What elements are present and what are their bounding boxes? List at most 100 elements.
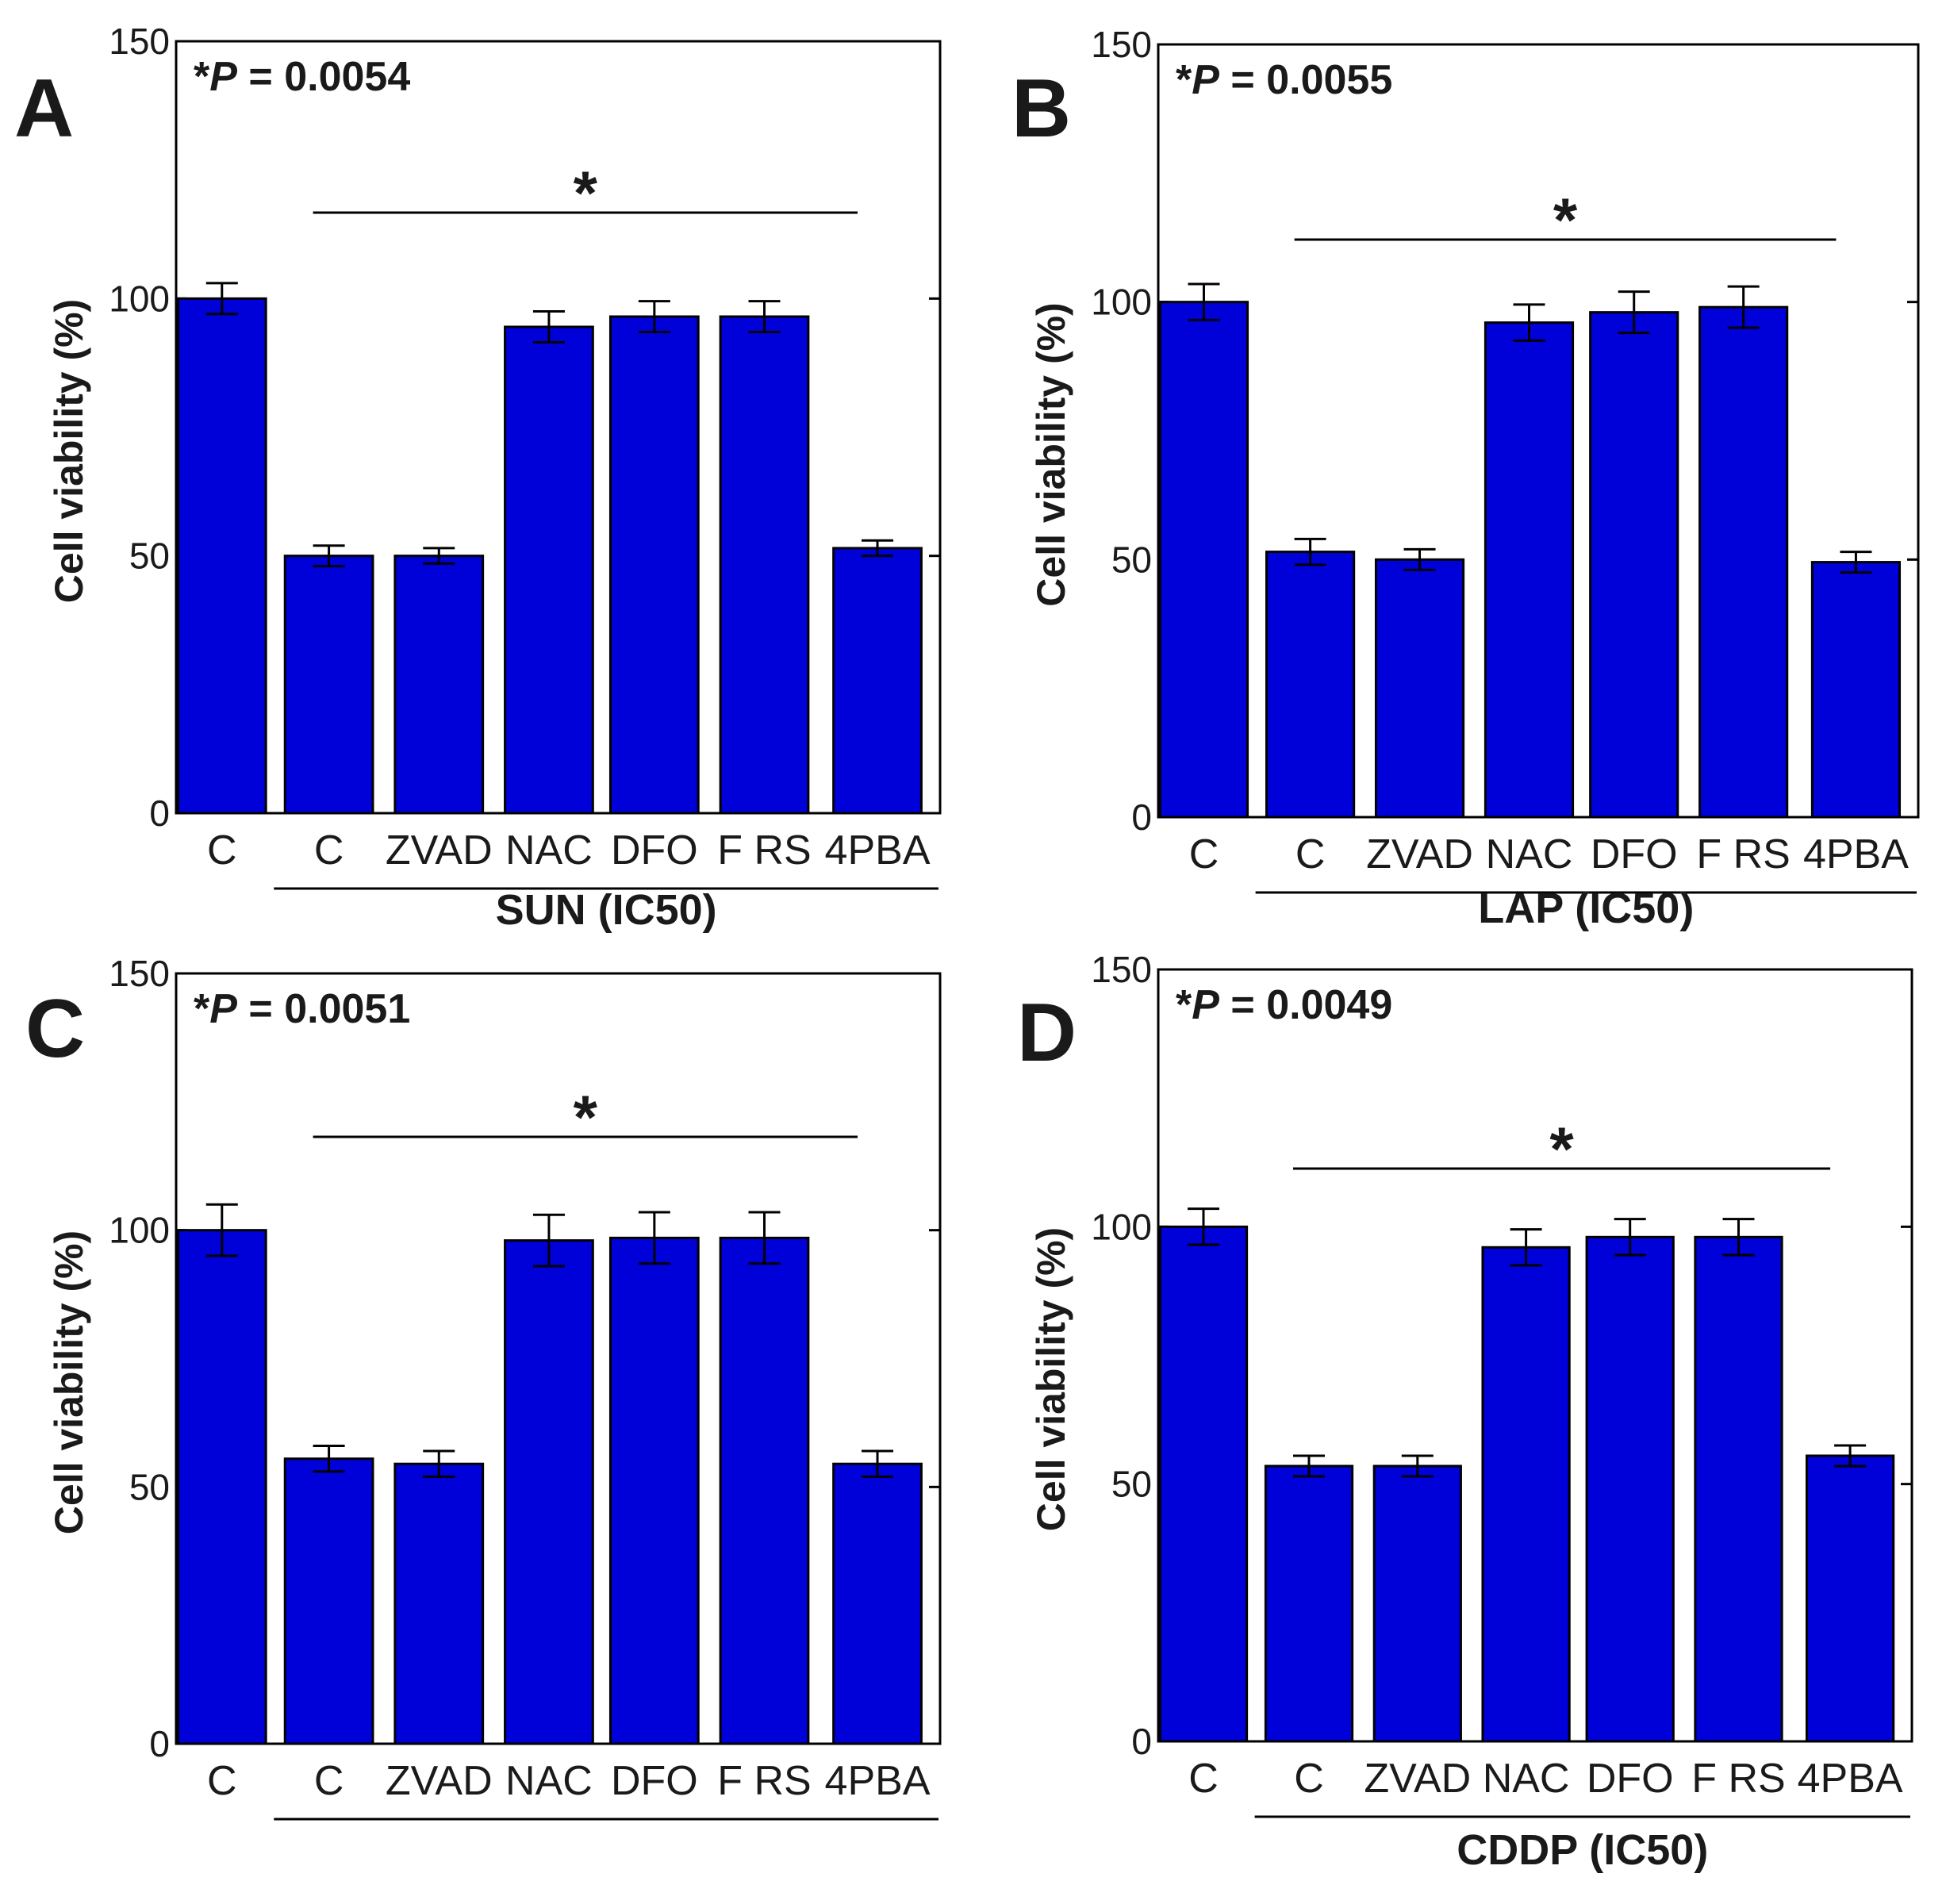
group-label: SUN (IC50) [496,886,717,934]
category-label: DFO [611,1758,698,1804]
significance-star: * [574,158,598,228]
panel-letter: C [25,983,85,1075]
bar [1158,1225,1249,1743]
y-tick-label: 0 [149,793,170,834]
category-label: 4PBA [825,1758,931,1804]
bar [608,1236,700,1745]
y-tick-label: 100 [1091,282,1152,323]
p-value-variable: P [209,54,237,100]
p-value-prefix: * [1176,982,1192,1028]
y-tick-label: 50 [129,1466,170,1507]
y-axis-label: Cell viability (%) [47,1230,91,1534]
y-axis-label: Cell viability (%) [1029,302,1073,606]
p-value-prefix: * [1176,57,1192,103]
significance-star: * [1553,185,1578,255]
group-label: LAP (IC50) [1478,885,1694,932]
category-label: F RS [1696,831,1790,877]
bar [608,315,700,815]
y-tick-label: 50 [129,536,170,577]
bar [176,1229,267,1745]
category-label: F RS [1691,1756,1785,1802]
bar [1698,305,1789,819]
p-value-number: = 0.0051 [237,986,410,1032]
y-tick-label: 100 [109,1210,170,1251]
y-tick-label: 0 [1131,1721,1152,1762]
category-label: NAC [1483,1756,1570,1802]
p-value-number: = 0.0049 [1219,982,1392,1028]
p-value-prefix: * [194,986,210,1032]
p-value-annotation: *P = 0.0049 [1176,982,1392,1028]
p-value-variable: P [209,986,237,1032]
y-axis-label: Cell viability (%) [1029,1227,1073,1531]
bar [1372,1464,1462,1743]
bar [283,1457,374,1745]
category-label: DFO [1591,831,1678,877]
y-tick-label: 150 [109,21,170,62]
bar [393,555,485,815]
panel-letter: A [14,63,74,155]
category-label: C [1294,1756,1324,1802]
bar [283,555,374,815]
category-label: DFO [1587,1756,1674,1802]
bar [1585,1235,1675,1743]
y-tick-label: 150 [109,953,170,994]
bar [1694,1235,1783,1743]
p-value-number: = 0.0054 [237,54,410,100]
bar [1158,301,1249,819]
y-axis-label: Cell viability (%) [47,299,91,603]
bar [1481,1246,1571,1743]
panel-letter: D [1017,987,1077,1079]
category-label: C [207,1758,237,1804]
category-label: NAC [505,827,593,873]
bar [832,547,923,815]
bar [1264,1464,1354,1743]
category-label: NAC [1486,831,1573,877]
category-label: C [1188,1756,1219,1802]
category-label: C [314,1758,344,1804]
bar [719,1236,810,1745]
category-label: 4PBA [1798,1756,1903,1802]
significance-star: * [1549,1114,1574,1184]
y-tick-label: 100 [1091,1206,1152,1247]
category-label: DFO [611,827,698,873]
bar [176,297,267,815]
bar [1810,561,1902,819]
group-label: CDDP (IC50) [1457,1826,1708,1874]
category-label: ZVAD [386,1758,493,1804]
significance-star: * [574,1082,598,1152]
panel-D: D 0 50 100 150 Cell viability (%) *P = 0.0049 C… [1017,949,1913,1874]
category-label: 4PBA [825,827,931,873]
bar [1374,558,1465,819]
p-value-variable: P [1192,57,1219,103]
category-label: 4PBA [1803,831,1909,877]
y-tick-label: 0 [1131,797,1152,838]
y-tick-label: 100 [109,278,170,319]
category-label: F RS [717,1758,811,1804]
y-tick-label: 0 [149,1723,170,1764]
y-tick-label: 150 [1091,949,1152,990]
bar [504,325,594,815]
p-value-annotation: *P = 0.0051 [194,986,410,1032]
bar [1589,311,1679,819]
category-label: ZVAD [386,827,493,873]
category-label: ZVAD [1364,1756,1471,1802]
category-label: ZVAD [1366,831,1473,877]
p-value-number: = 0.0055 [1219,57,1392,103]
bar [1483,321,1575,819]
category-label: C [314,827,344,873]
category-label: C [1189,831,1219,877]
bar [719,315,810,815]
p-value-prefix: * [194,54,210,100]
category-label: NAC [505,1758,593,1804]
bar [1265,551,1356,819]
y-tick-label: 150 [1091,24,1152,65]
bar [832,1462,923,1745]
p-value-annotation: *P = 0.0054 [194,54,410,100]
y-tick-label: 50 [1111,1464,1152,1505]
y-tick-label: 50 [1111,539,1152,580]
category-label: F RS [717,827,811,873]
